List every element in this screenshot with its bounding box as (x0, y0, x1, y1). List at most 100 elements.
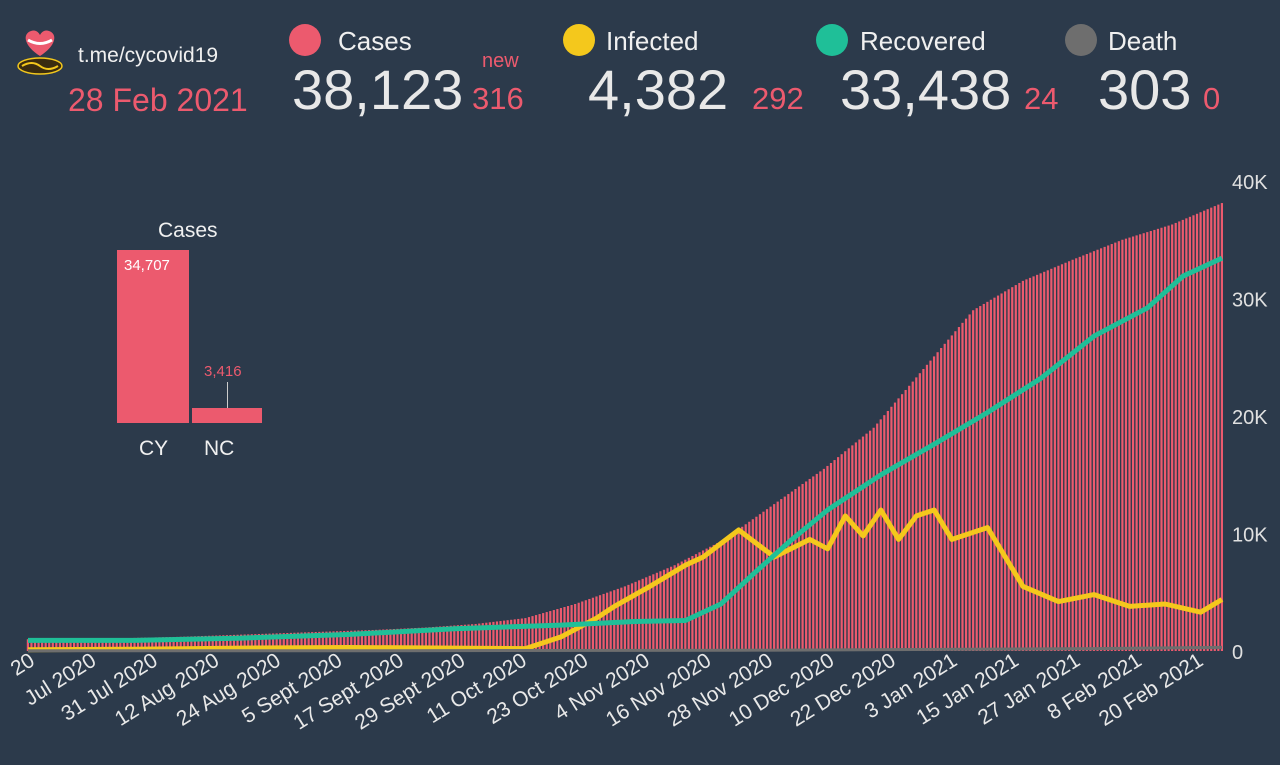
cases-bar (1014, 285, 1017, 651)
cases-bar (1131, 236, 1135, 651)
cases-bar (566, 606, 570, 651)
mini-value-nc: 3,416 (204, 363, 242, 380)
cases-bar (222, 635, 225, 651)
cases-bar (190, 636, 193, 651)
cases-bar (932, 356, 936, 651)
cases-bar (801, 483, 804, 651)
cases-bar (247, 634, 250, 651)
cases-bar (655, 572, 658, 651)
cases-bar (481, 623, 484, 651)
cases-bar (989, 299, 993, 651)
cases-bar (69, 638, 72, 651)
cases-bar (122, 638, 125, 651)
cases-bar (961, 322, 964, 651)
cases-bar (463, 624, 467, 651)
cases-bar (897, 398, 900, 651)
cases-bar (787, 494, 790, 651)
cases-bar (346, 630, 349, 651)
cases-bar (229, 635, 232, 651)
cases-bar (680, 561, 683, 651)
cases-bar (918, 373, 921, 651)
cases-bar (261, 633, 264, 651)
cases-bar (350, 630, 353, 651)
cases-bar (200, 636, 204, 651)
cases-bar (176, 636, 179, 651)
cases-bar (286, 632, 289, 651)
cases-bar (833, 460, 836, 651)
cases-bar (30, 639, 33, 651)
cases-bar (296, 632, 300, 651)
cases-bar (879, 419, 882, 651)
cases-bar (1206, 209, 1209, 652)
death-value: 303 (1098, 58, 1192, 121)
cases-bar (805, 481, 808, 651)
cases-bar (534, 615, 538, 651)
cases-bar (179, 636, 182, 651)
cases-bar (325, 631, 328, 651)
x-tick-label: 20 (7, 649, 39, 681)
cases-bar (1107, 245, 1110, 651)
cases-bar (556, 609, 559, 651)
cases-bar (282, 633, 285, 651)
cases-bar (502, 620, 506, 651)
cases-bar (474, 623, 477, 651)
cases-bar (1128, 237, 1131, 651)
cases-bar (396, 628, 399, 651)
cases-bar (407, 628, 410, 651)
cases-bar (669, 566, 673, 651)
cases-bar (630, 583, 634, 651)
cases-bar (1110, 244, 1113, 652)
cases-bar (996, 295, 1000, 651)
cases-bar (947, 339, 950, 651)
cases-bar (861, 436, 865, 651)
cases-bar (1217, 204, 1220, 651)
cases-bar (545, 612, 548, 651)
cases-bar (172, 636, 175, 651)
cases-bar (716, 543, 719, 651)
channel-link[interactable]: t.me/cycovid19 (78, 44, 219, 67)
cases-bar (449, 625, 452, 651)
cases-bar (168, 637, 172, 651)
cases-bar (979, 306, 982, 651)
cases-bar (133, 637, 136, 651)
cases-bar (478, 623, 481, 651)
cases-bar (264, 633, 268, 651)
cases-bar (453, 625, 456, 651)
cases-bar (1075, 258, 1078, 651)
cases-bar (922, 369, 925, 651)
cases-bar (97, 638, 101, 651)
cases-bar (1046, 270, 1049, 651)
cases-bar (328, 631, 332, 651)
cases-bar (709, 546, 712, 651)
cases-bar (208, 635, 211, 651)
cases-bar (1000, 293, 1003, 651)
cases-bar (854, 442, 857, 651)
cases-bar (837, 457, 840, 651)
cases-bar (211, 635, 214, 651)
cases-bar (108, 638, 111, 651)
mini-nc-leader (227, 382, 228, 408)
cases-bar (90, 638, 93, 651)
cases-bar (542, 613, 545, 651)
cases-bar (1213, 206, 1216, 651)
cases-bar (822, 468, 825, 651)
cases-bar (364, 630, 367, 651)
recovered-value: 33,438 (840, 58, 1012, 121)
cases-bar (808, 478, 811, 651)
cases-bar (765, 509, 769, 651)
cases-bar (495, 621, 499, 651)
cases-bar (1153, 229, 1156, 651)
cases-bar (1203, 210, 1206, 651)
cases-bar (826, 465, 829, 651)
cases-bar (378, 629, 381, 651)
x-tick-label: 20 Feb 2021 (1095, 649, 1207, 731)
cases-bar (1220, 203, 1223, 651)
cases-bar (1181, 219, 1184, 651)
cases-bar (936, 352, 939, 651)
cases-bar (1018, 282, 1021, 651)
cases-bar (1163, 226, 1167, 651)
cases-bar (510, 619, 513, 651)
death-label: Death (1108, 26, 1178, 56)
cases-bar (37, 639, 40, 651)
cases-bar (744, 524, 747, 651)
